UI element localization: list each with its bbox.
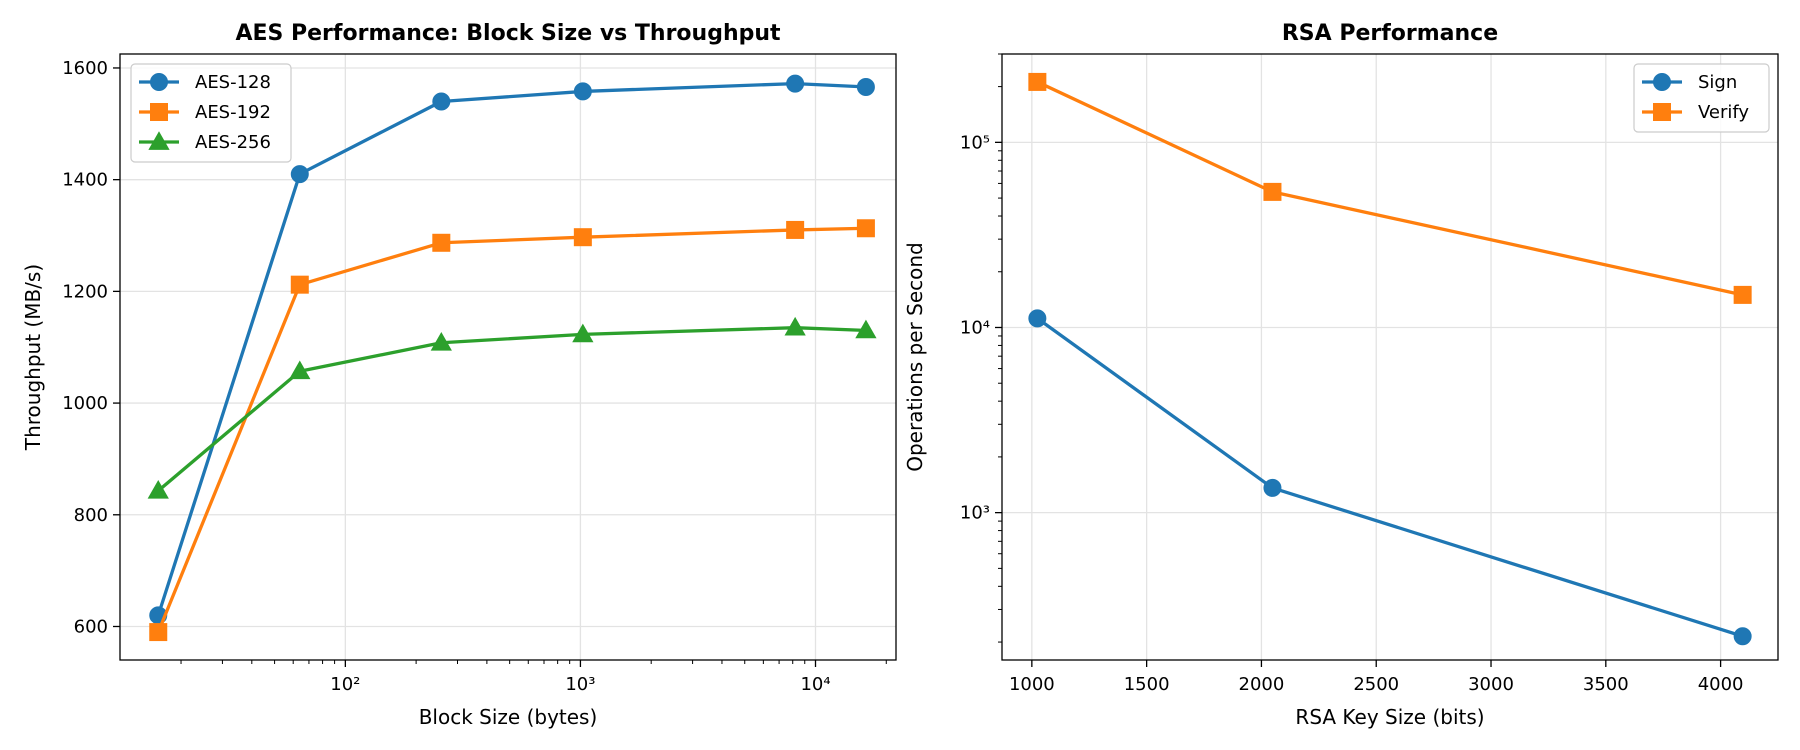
data-point <box>1028 309 1047 328</box>
series-line <box>155 326 868 494</box>
legend-box <box>130 63 292 163</box>
legend-entry: AES-192 <box>139 102 271 123</box>
y-tick-label: 800 <box>74 505 108 526</box>
ticks: 1000 1500 2000 2500 3000 3500 4000 10³ 10⁴ 10⁵ <box>960 132 1744 695</box>
data-point <box>855 319 877 339</box>
data-point <box>432 92 451 111</box>
x-tick-label: 1500 <box>1124 674 1170 695</box>
x-tick-label: 2000 <box>1239 674 1285 695</box>
x-tick-label: 10⁴ <box>800 674 830 695</box>
data-point <box>290 165 309 184</box>
legend-entry: AES-128 <box>139 72 271 93</box>
x-tick-label: 3500 <box>1583 674 1629 695</box>
y-tick-label: 1400 <box>62 170 108 191</box>
series-aes-256 <box>147 316 877 499</box>
y-tick-label: 1200 <box>62 281 108 302</box>
series-aes-192 <box>149 219 875 642</box>
legend-entry: Verify <box>1642 102 1749 123</box>
y-tick-label: 10⁵ <box>960 132 990 153</box>
legend-marker <box>150 73 168 91</box>
x-tick-label: 3000 <box>1468 674 1514 695</box>
data-point <box>1028 72 1047 91</box>
legend-label: AES-192 <box>195 102 271 123</box>
y-tick-label: 600 <box>74 616 108 637</box>
data-point <box>430 331 452 351</box>
x-axis-label: Block Size (bytes) <box>419 705 598 729</box>
data-point <box>1733 627 1752 646</box>
data-point <box>1263 182 1282 201</box>
series-aes-128 <box>149 74 875 625</box>
legend: Sign Verify <box>1633 63 1770 133</box>
y-axis-label: Operations per Second <box>903 242 927 472</box>
y-tick-label: 10⁴ <box>960 317 990 338</box>
x-axis-label: RSA Key Size (bits) <box>1295 705 1484 729</box>
legend-label: AES-128 <box>195 72 271 93</box>
data-point <box>784 316 806 336</box>
data-point <box>290 275 309 294</box>
legend-marker <box>148 131 170 150</box>
data-point <box>432 233 451 252</box>
data-point <box>573 228 592 247</box>
data-point <box>856 77 875 96</box>
legend: AES-128 AES-192 AES-256 <box>130 63 292 163</box>
y-tick-label: 10³ <box>960 503 990 524</box>
series-line <box>156 226 868 635</box>
ticks: 10² 10³ 10⁴ 600 800 1000 1200 1400 1600 <box>62 58 830 695</box>
legend-marker <box>1653 73 1671 91</box>
legend-entry: Sign <box>1642 72 1737 93</box>
y-tick-label: 1000 <box>62 393 108 414</box>
aes-chart-panel: 10² 10³ 10⁴ 600 800 1000 1200 1400 1600 AES Perfo… <box>21 21 897 729</box>
minor-ticks <box>998 53 1002 643</box>
rsa-chart-panel: 1000 1500 2000 2500 3000 3500 4000 10³ 10⁴ 10⁵ RSA… <box>903 21 1779 729</box>
legend-label: AES-256 <box>195 132 271 153</box>
data-point <box>149 623 168 642</box>
chart-title: AES Performance: Block Size vs Throughpu… <box>235 21 781 46</box>
data-point <box>573 82 592 101</box>
legend-marker <box>1653 103 1671 121</box>
legend-entry: AES-256 <box>139 131 271 153</box>
x-tick-label: 1000 <box>1009 674 1055 695</box>
data-point <box>786 220 805 239</box>
data-point <box>856 219 875 238</box>
series-sign <box>1028 309 1752 646</box>
data-point <box>786 74 805 93</box>
grid <box>1002 54 1778 660</box>
data-point <box>1263 478 1282 497</box>
legend-label: Sign <box>1698 72 1737 93</box>
x-tick-label: 4000 <box>1698 674 1744 695</box>
x-tick-label: 10² <box>330 674 360 695</box>
y-tick-label: 1600 <box>62 58 108 79</box>
legend-label: Verify <box>1698 102 1749 123</box>
legend-marker <box>150 103 168 121</box>
data-point <box>1733 285 1752 304</box>
y-axis-label: Throughput (MB/s) <box>21 264 45 451</box>
minor-ticks <box>180 660 887 664</box>
data-point <box>147 479 169 499</box>
data-point <box>572 323 594 343</box>
data-point <box>289 360 311 380</box>
x-tick-label: 2500 <box>1353 674 1399 695</box>
series-verify <box>1028 72 1752 304</box>
axes-frame <box>1001 53 1779 661</box>
chart-title: RSA Performance <box>1282 21 1498 46</box>
series-line <box>156 81 868 618</box>
axes-frame <box>119 53 897 661</box>
x-tick-label: 10³ <box>565 674 595 695</box>
